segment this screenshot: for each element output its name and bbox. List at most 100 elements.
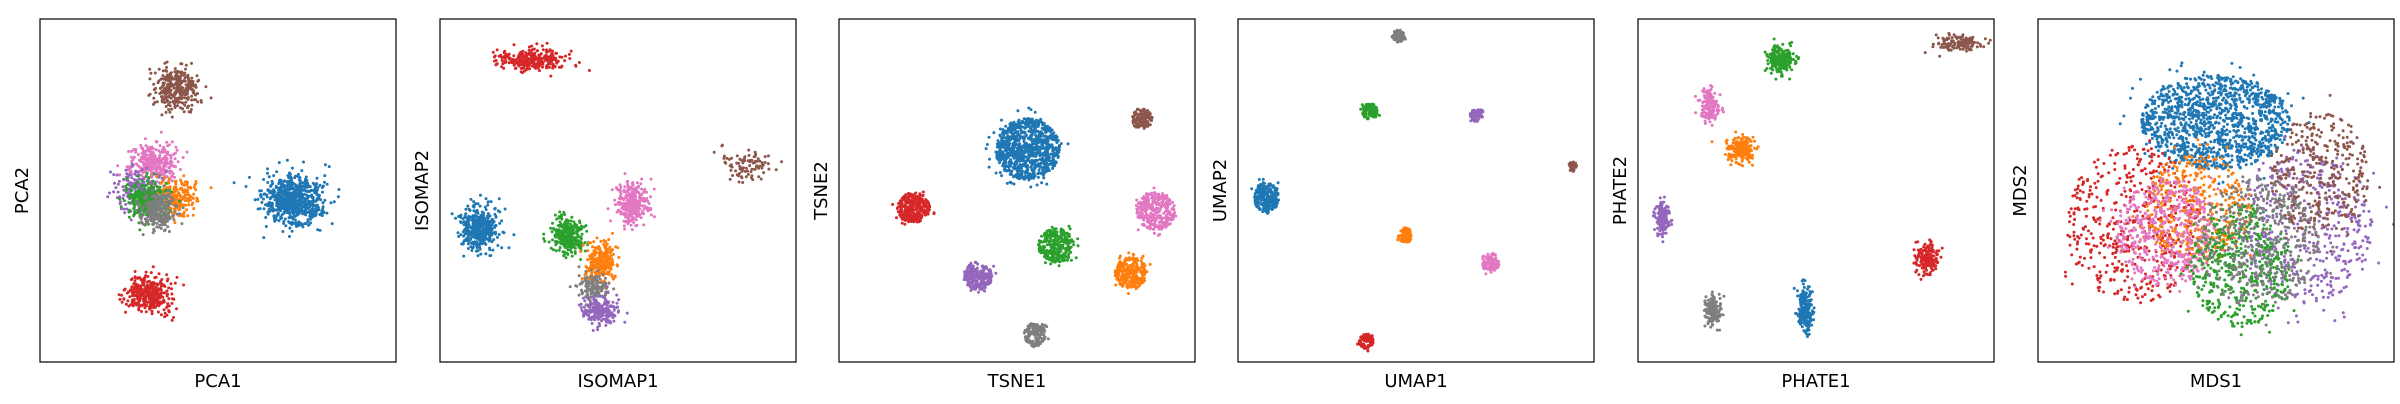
scatter-point xyxy=(488,214,492,218)
scatter-point xyxy=(130,290,134,294)
x-axis-label: ISOMAP1 xyxy=(577,371,658,392)
scatter-point xyxy=(760,166,764,170)
scatter-point xyxy=(584,270,588,274)
scatter-point xyxy=(579,250,583,254)
scatter-point xyxy=(563,246,567,250)
scatter-point xyxy=(134,294,138,298)
scatter-point xyxy=(116,164,120,168)
scatter-point xyxy=(116,190,120,194)
scatter-point xyxy=(131,200,135,204)
scatter-point xyxy=(137,303,141,307)
scatter-point xyxy=(640,177,644,181)
scatter-point xyxy=(138,205,142,209)
scatter-point xyxy=(578,282,582,286)
scatter-point xyxy=(137,291,141,295)
scatter-point xyxy=(165,60,169,64)
scatter-point xyxy=(585,275,589,279)
scatter-point xyxy=(144,174,148,178)
scatter-point xyxy=(106,195,110,199)
scatter-point xyxy=(525,61,529,64)
scatter-point xyxy=(166,103,170,106)
scatter-point xyxy=(185,208,189,212)
scatter-point xyxy=(472,205,476,209)
scatter-point xyxy=(580,277,584,281)
scatter-point xyxy=(323,180,326,184)
scatter-point xyxy=(317,208,321,212)
scatter-point xyxy=(144,310,148,314)
scatter-point xyxy=(295,188,299,192)
scatter-point xyxy=(141,290,145,294)
scatter-point xyxy=(132,178,136,182)
scatter-point xyxy=(319,198,323,202)
scatter-point xyxy=(140,168,144,172)
scatter-point xyxy=(625,204,629,208)
scatter-point xyxy=(169,159,172,163)
scatter-point xyxy=(541,48,545,52)
scatter-point xyxy=(604,276,607,280)
scatter-point xyxy=(722,156,726,160)
scatter-point xyxy=(491,248,495,252)
scatter-point xyxy=(310,212,314,216)
scatter-point xyxy=(632,217,636,221)
scatter-point xyxy=(277,182,281,185)
scatter-point xyxy=(318,228,322,232)
scatter-point xyxy=(131,303,135,307)
scatter-point xyxy=(155,217,159,221)
scatter-point xyxy=(299,222,303,226)
scatter-point xyxy=(266,181,270,184)
scatter-point xyxy=(178,81,182,85)
scatter-point xyxy=(262,197,265,201)
scatter-point xyxy=(1023,126,1027,130)
scatter-point xyxy=(608,309,611,313)
scatter-point xyxy=(277,206,280,210)
scatter-point xyxy=(161,221,164,225)
scatter-point xyxy=(140,191,144,195)
scatter-point xyxy=(589,316,592,320)
scatter-point xyxy=(748,164,752,168)
scatter-point xyxy=(759,177,763,181)
scatter-point xyxy=(316,228,320,232)
scatter-point xyxy=(160,291,164,295)
scatter-point xyxy=(175,80,179,84)
scatter-point xyxy=(321,205,325,209)
scatter-point xyxy=(563,59,567,63)
scatter-point xyxy=(459,233,463,237)
scatter-point xyxy=(537,63,541,67)
scatter-point xyxy=(735,173,739,177)
scatter-point xyxy=(291,206,295,210)
scatter-point xyxy=(591,264,595,268)
scatter-point xyxy=(152,82,156,86)
scatter-point xyxy=(649,177,653,181)
scatter-point xyxy=(171,198,175,202)
scatter-point xyxy=(545,57,549,61)
scatter-point xyxy=(565,234,569,238)
scatter-point xyxy=(158,158,162,162)
scatter-point xyxy=(163,284,167,288)
scatter-point xyxy=(535,42,539,46)
scatter-point xyxy=(315,182,319,186)
scatter-point xyxy=(611,300,615,304)
scatter-point xyxy=(148,297,152,301)
scatter-point xyxy=(750,167,754,171)
scatter-point xyxy=(186,98,190,101)
scatter-point xyxy=(161,295,165,299)
scatter-point xyxy=(129,218,133,222)
scatter-point xyxy=(471,226,474,230)
scatter-point xyxy=(332,200,336,204)
scatter-point xyxy=(454,216,457,220)
scatter-point xyxy=(593,270,597,274)
scatter-point xyxy=(158,199,162,203)
scatter-point xyxy=(649,195,653,199)
scatter-point xyxy=(1036,125,1040,128)
scatter-point xyxy=(151,283,155,287)
scatter-point xyxy=(724,161,728,165)
scatter-point xyxy=(763,161,767,164)
scatter-point xyxy=(173,175,176,179)
scatter-point xyxy=(133,270,137,273)
scatter-point xyxy=(152,88,156,92)
scatter-point xyxy=(306,190,309,194)
scatter-point xyxy=(162,91,166,95)
scatter-point xyxy=(163,291,167,295)
scatter-point xyxy=(168,110,172,114)
scatter-point xyxy=(581,296,585,300)
